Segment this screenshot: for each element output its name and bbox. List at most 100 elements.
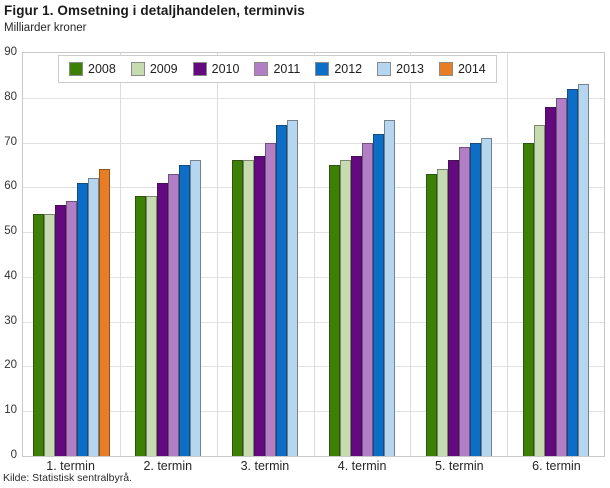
bar-2011-2-termin: [168, 174, 180, 456]
bar-group-2-termin: [120, 53, 217, 456]
bar-2013-6-termin: [577, 84, 589, 456]
bar-2011-3-termin: [265, 143, 277, 456]
bar-2009-6-termin: [533, 125, 545, 456]
bar-2009-2-termin: [146, 196, 158, 456]
gridline-y-10: [23, 411, 604, 412]
bar-group-1-termin: [23, 53, 120, 456]
bar-group-4-termin: [313, 53, 410, 456]
figure-subtitle: Milliarder kroner: [4, 22, 87, 34]
gridline-x-3: [314, 53, 315, 456]
bar-2008-1-termin: [32, 214, 44, 456]
gridline-x-1: [120, 53, 121, 456]
y-tick-label-10: 10: [4, 404, 17, 416]
bar-2010-2-termin: [157, 183, 169, 456]
bar-2012-3-termin: [276, 125, 288, 456]
gridline-y-40: [23, 277, 604, 278]
legend-item-2009: 2009: [130, 62, 178, 76]
plot-area: [22, 52, 605, 457]
legend: 2008 2009 2010 2011 2012 2013 2014: [58, 55, 497, 83]
gridline-y-30: [23, 322, 604, 323]
bar-2008-2-termin: [135, 196, 147, 456]
bar-2008-3-termin: [232, 160, 244, 456]
x-tick-label-1: 1. termin: [46, 459, 95, 473]
bar-2008-6-termin: [522, 143, 534, 456]
legend-swatch-2010: [192, 62, 207, 76]
bar-groups: [23, 53, 604, 456]
legend-item-2012: 2012: [315, 62, 362, 76]
x-tick-label-5: 5. termin: [434, 459, 484, 473]
bar-2014-1-termin: [98, 169, 110, 456]
figure-title: Figur 1. Omsetning i detaljhandelen, ter…: [4, 3, 305, 18]
bar-2009-1-termin: [43, 214, 55, 456]
legend-label-2010: 2010: [211, 62, 240, 76]
legend-label-2009: 2009: [149, 62, 178, 76]
x-tick-label-6: 6. termin: [532, 459, 581, 473]
source-credit: Kilde: Statistisk sentralbyrå.: [3, 472, 132, 484]
y-tick-label-80: 80: [4, 91, 17, 103]
y-tick-label-90: 90: [4, 46, 17, 58]
bar-2012-1-termin: [76, 183, 88, 456]
legend-item-2010: 2010: [192, 62, 240, 76]
bar-2010-4-termin: [350, 156, 362, 456]
x-axis: 1. termin 2. termin 3. termin 4. termin 5. t…: [22, 459, 605, 473]
bar-2010-6-termin: [544, 107, 556, 456]
bar-2013-5-termin: [480, 138, 492, 456]
legend-swatch-2012: [315, 62, 330, 76]
legend-swatch-2013: [377, 62, 392, 76]
bar-2008-5-termin: [425, 174, 437, 456]
bar-2012-5-termin: [469, 143, 481, 456]
bar-2009-4-termin: [339, 160, 351, 456]
bar-2010-1-termin: [54, 205, 66, 456]
y-tick-label-40: 40: [4, 270, 17, 282]
bar-group-3-termin: [217, 53, 314, 456]
bar-2010-5-termin: [447, 160, 459, 456]
gridline-y-80: [23, 98, 604, 99]
bar-2011-6-termin: [555, 98, 567, 456]
gridline-y-50: [23, 232, 604, 233]
bar-2009-5-termin: [436, 169, 448, 456]
gridline-x-5: [507, 53, 508, 456]
legend-swatch-2011: [254, 62, 269, 76]
bar-2011-4-termin: [361, 143, 373, 456]
legend-swatch-2009: [130, 62, 145, 76]
bar-2013-3-termin: [287, 120, 299, 456]
bar-2012-2-termin: [179, 165, 191, 456]
legend-label-2014: 2014: [457, 62, 486, 76]
y-tick-label-0: 0: [10, 449, 17, 461]
bar-2013-4-termin: [383, 120, 395, 456]
bar-2012-4-termin: [372, 134, 384, 456]
legend-item-2011: 2011: [254, 62, 300, 76]
gridline-y-70: [23, 143, 604, 144]
y-tick-label-50: 50: [4, 225, 17, 237]
legend-label-2008: 2008: [88, 62, 116, 76]
bar-2009-3-termin: [243, 160, 255, 456]
legend-item-2013: 2013: [377, 62, 424, 76]
bar-2013-2-termin: [190, 160, 202, 456]
legend-label-2013: 2013: [396, 62, 424, 76]
bar-2008-4-termin: [328, 165, 340, 456]
gridline-y-20: [23, 366, 604, 367]
bar-group-6-termin: [507, 53, 604, 456]
legend-swatch-2008: [69, 62, 83, 76]
legend-label-2011: 2011: [273, 62, 301, 76]
legend-item-2014: 2014: [438, 62, 486, 76]
x-tick-label-3: 3. termin: [240, 459, 290, 473]
bar-2011-1-termin: [65, 201, 77, 456]
bar-group-5-termin: [410, 53, 507, 456]
bar-2010-3-termin: [254, 156, 266, 456]
gridline-x-2: [217, 53, 218, 456]
bar-2013-1-termin: [87, 178, 99, 456]
gridline-y-60: [23, 187, 604, 188]
legend-item-2008: 2008: [69, 62, 116, 76]
x-tick-label-2: 2. termin: [143, 459, 193, 473]
y-tick-label-30: 30: [4, 315, 17, 327]
legend-label-2012: 2012: [334, 62, 363, 76]
bar-2011-5-termin: [458, 147, 470, 456]
x-tick-label-4: 4. termin: [337, 459, 387, 473]
y-tick-label-60: 60: [4, 180, 17, 192]
bar-2012-6-termin: [566, 89, 578, 456]
y-tick-label-70: 70: [4, 136, 17, 148]
y-tick-label-20: 20: [4, 359, 17, 371]
gridline-x-4: [410, 53, 411, 456]
